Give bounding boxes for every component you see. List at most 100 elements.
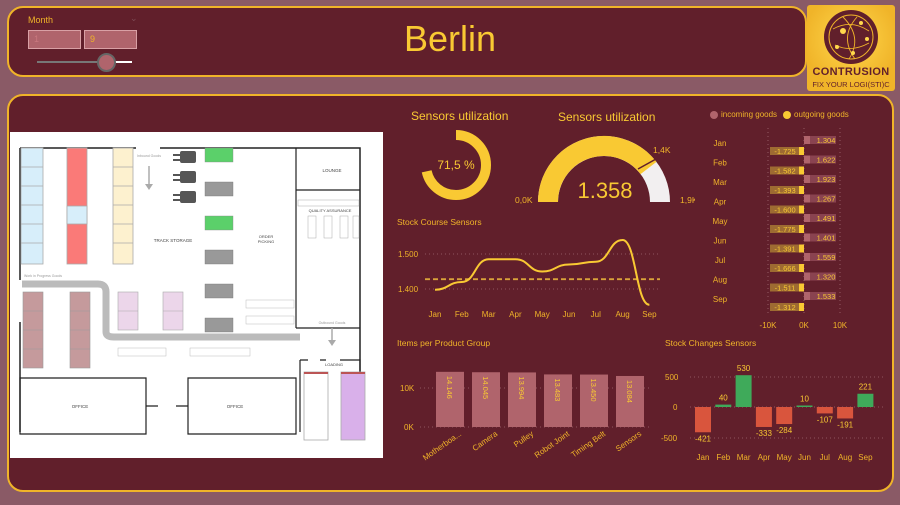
- svg-text:221: 221: [859, 383, 873, 392]
- svg-text:1.304: 1.304: [817, 136, 836, 145]
- svg-text:Jun: Jun: [563, 310, 576, 319]
- svg-text:Robot Joint: Robot Joint: [533, 429, 572, 460]
- svg-text:-1.511: -1.511: [775, 284, 796, 293]
- month-slider-track[interactable]: [37, 61, 132, 63]
- svg-text:-1.312: -1.312: [774, 303, 795, 312]
- svg-text:1.358: 1.358: [577, 178, 632, 203]
- svg-text:OFFICE: OFFICE: [227, 404, 244, 409]
- utilization-donut-chart: 71,5 %: [421, 130, 491, 200]
- svg-text:Aug: Aug: [713, 276, 727, 285]
- svg-text:1.320: 1.320: [817, 273, 836, 282]
- svg-text:Jul: Jul: [591, 310, 601, 319]
- svg-text:Aug: Aug: [838, 453, 852, 462]
- svg-text:Mar: Mar: [713, 178, 727, 187]
- svg-text:1.622: 1.622: [817, 156, 836, 165]
- svg-text:13.450: 13.450: [589, 379, 598, 402]
- month-slider-handle[interactable]: [97, 53, 116, 72]
- company-logo: CONTRUSION FIX YOUR LOGI(STI)C: [807, 5, 895, 91]
- svg-text:-333: -333: [756, 429, 773, 438]
- logo-tagline: FIX YOUR LOGI(STI)C: [812, 80, 890, 89]
- svg-text:-1.393: -1.393: [774, 186, 795, 195]
- in-out-goods-chart: Jan 1.304 -1.725 Feb 1.622 -1.582 Mar 1.923 -1.3…: [712, 128, 848, 330]
- chevron-down-icon[interactable]: ⌄: [130, 13, 138, 23]
- svg-text:Jul: Jul: [820, 453, 830, 462]
- month-to-input[interactable]: 9: [84, 30, 137, 49]
- svg-text:530: 530: [737, 364, 751, 373]
- svg-text:500: 500: [665, 373, 679, 382]
- svg-text:0K: 0K: [799, 321, 809, 330]
- svg-text:May: May: [777, 453, 792, 462]
- svg-text:Jun: Jun: [714, 237, 727, 246]
- svg-text:-421: -421: [695, 434, 712, 443]
- svg-text:Motherboa...: Motherboa...: [421, 429, 463, 462]
- svg-text:Apr: Apr: [758, 453, 771, 462]
- svg-text:Inbound Goods: Inbound Goods: [137, 154, 161, 158]
- svg-text:Camera: Camera: [471, 429, 500, 453]
- svg-text:10K: 10K: [400, 384, 415, 393]
- svg-text:TRACK STORAGE: TRACK STORAGE: [154, 238, 192, 243]
- svg-text:13.084: 13.084: [625, 380, 634, 403]
- svg-text:40: 40: [719, 394, 728, 403]
- svg-text:-500: -500: [661, 434, 678, 443]
- svg-text:Timing Belt: Timing Belt: [569, 429, 607, 460]
- floorplan-drawing: Inbound Goods TRACK STORAGE ORDER PICKIN…: [19, 147, 366, 441]
- svg-text:1.267: 1.267: [817, 195, 836, 204]
- svg-text:May: May: [712, 217, 727, 226]
- svg-text:-1.582: -1.582: [774, 167, 795, 176]
- svg-text:-1.725: -1.725: [774, 147, 795, 156]
- logo-name: CONTRUSION: [812, 66, 890, 78]
- svg-text:QUALITY ASSURANCE: QUALITY ASSURANCE: [309, 208, 352, 213]
- svg-text:1,4K: 1,4K: [653, 145, 671, 155]
- outgoing-legend-label[interactable]: outgoing goods: [794, 110, 849, 119]
- svg-text:10K: 10K: [833, 321, 848, 330]
- svg-text:1.559: 1.559: [817, 253, 836, 262]
- svg-text:1,9K: 1,9K: [680, 195, 695, 205]
- svg-text:LOADING: LOADING: [325, 362, 343, 367]
- svg-text:Pulley: Pulley: [512, 429, 535, 449]
- svg-text:-1.391: -1.391: [774, 245, 795, 254]
- svg-text:1.491: 1.491: [817, 214, 836, 223]
- svg-text:14.146: 14.146: [445, 376, 454, 399]
- svg-text:-107: -107: [817, 415, 834, 424]
- svg-text:Outbound Goods: Outbound Goods: [319, 321, 346, 325]
- month-from-input[interactable]: 1: [28, 30, 81, 49]
- donut-kpi-title: Sensors utilization: [411, 109, 509, 123]
- month-filter-label: Month: [28, 15, 54, 25]
- items-per-group-bar-chart: 10K 0K 14.146 Motherboa... 14.045 Camera 13.…: [400, 371, 652, 462]
- month-slider-track-end[interactable]: [113, 61, 132, 63]
- stock-course-line-chart: 1.500 1.400 Jan Feb Mar Apr May Jun Jul Aug Sep: [398, 238, 660, 319]
- svg-text:Sensors: Sensors: [614, 429, 643, 453]
- svg-text:Feb: Feb: [716, 453, 730, 462]
- svg-text:1.923: 1.923: [817, 175, 836, 184]
- svg-text:OFFICE: OFFICE: [72, 404, 89, 409]
- svg-text:Apr: Apr: [714, 198, 727, 207]
- svg-text:May: May: [535, 310, 550, 319]
- incoming-legend-label[interactable]: incoming goods: [721, 110, 778, 119]
- svg-text:PICKING: PICKING: [258, 239, 274, 244]
- svg-text:Jun: Jun: [798, 453, 811, 462]
- in-out-legend: incoming goods outgoing goods: [710, 110, 849, 119]
- svg-text:ORDER: ORDER: [259, 234, 274, 239]
- gauge-kpi-title: Sensors utilization: [558, 110, 656, 124]
- svg-text:-284: -284: [776, 426, 793, 435]
- svg-text:-1.666: -1.666: [774, 264, 795, 273]
- svg-text:Jan: Jan: [714, 139, 727, 148]
- globe-network-icon: [824, 10, 878, 64]
- svg-text:LOUNGE: LOUNGE: [322, 168, 341, 173]
- svg-text:Jan: Jan: [697, 453, 710, 462]
- items-per-group-title: Items per Product Group: [397, 338, 491, 348]
- svg-text:1.533: 1.533: [817, 292, 836, 301]
- svg-text:-10K: -10K: [760, 321, 778, 330]
- svg-text:-191: -191: [837, 420, 854, 429]
- svg-text:13.994: 13.994: [517, 376, 526, 399]
- svg-text:-1.600: -1.600: [774, 206, 795, 215]
- svg-text:1.400: 1.400: [398, 285, 419, 294]
- stock-changes-bar-chart: 500 0 -500 -421 Jan 40 Feb 530 Mar -333 Apr -284…: [661, 364, 885, 462]
- svg-text:Feb: Feb: [455, 310, 469, 319]
- svg-text:Sep: Sep: [858, 453, 873, 462]
- svg-text:Mar: Mar: [482, 310, 496, 319]
- outgoing-legend-dot: [783, 110, 792, 119]
- stock-changes-title: Stock Changes Sensors: [665, 338, 757, 348]
- filter-header-panel: [7, 6, 807, 77]
- svg-text:0,0K: 0,0K: [515, 195, 533, 205]
